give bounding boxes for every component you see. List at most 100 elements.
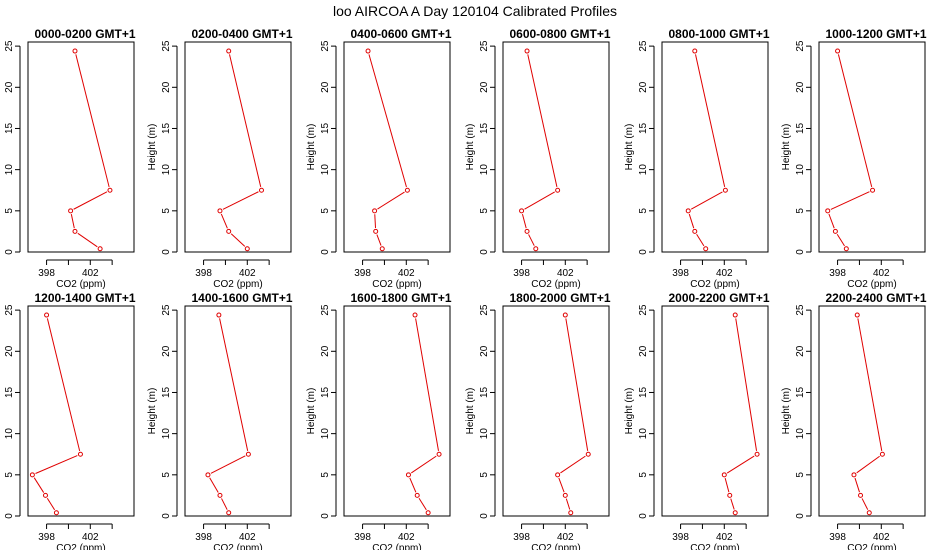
y-tick-label: 25 <box>4 304 15 316</box>
profile-segment <box>75 54 110 188</box>
profile-segment <box>521 213 527 229</box>
data-point <box>843 246 849 252</box>
x-axis-label: CO2 (ppm) <box>847 543 896 550</box>
profile-segment <box>854 477 860 493</box>
y-tick-label: 5 <box>795 472 806 478</box>
data-point <box>72 48 78 54</box>
y-tick-label: 5 <box>638 208 649 214</box>
profile-segment <box>688 213 695 229</box>
x-tick-label: 402 <box>557 268 574 279</box>
profile-segment <box>70 214 75 229</box>
x-tick-label: 398 <box>672 532 689 543</box>
y-tick-label: 20 <box>479 81 490 93</box>
y-tick-label: 0 <box>638 513 649 519</box>
x-tick-label: 402 <box>398 532 415 543</box>
y-tick-label: 25 <box>638 40 649 52</box>
profile-segment <box>376 234 382 246</box>
data-point <box>585 451 591 457</box>
y-tick-label: 5 <box>4 208 15 214</box>
y-tick-label: 0 <box>161 249 172 255</box>
y-axis-label: Height (m) <box>465 388 476 435</box>
profile-segment <box>220 213 228 229</box>
x-axis-label: CO2 (ppm) <box>372 543 421 550</box>
data-point <box>29 472 35 478</box>
plot-frame <box>661 305 769 517</box>
panel-title: 0800-1000 GMT+1 <box>668 27 769 41</box>
y-tick-label: 5 <box>638 472 649 478</box>
y-tick-label: 10 <box>795 164 806 176</box>
data-point <box>555 472 561 478</box>
profile-segment <box>527 54 558 188</box>
panel-2: 0200-0400 GMT+1 0 5 10 15 20 25 Height (m) 398 40… <box>147 27 293 290</box>
plot-frame <box>27 41 135 253</box>
y-axis-label: Height (m) <box>306 388 317 435</box>
panel-title: 2200-2400 GMT+1 <box>825 291 926 305</box>
y-tick-label: 20 <box>320 345 331 357</box>
y-tick-label: 20 <box>161 345 172 357</box>
data-point <box>562 312 568 318</box>
panels-container: 0000-0200 GMT+1 0 5 10 15 20 25 Height (m) 398 40… <box>0 27 927 550</box>
x-tick-label: 402 <box>716 532 733 543</box>
x-tick-label: 398 <box>672 268 689 279</box>
panel-3: 0400-0600 GMT+1 0 5 10 15 20 25 Height (m) 398 40… <box>306 27 452 290</box>
profile-segment <box>828 213 835 229</box>
profile-segment <box>565 498 571 510</box>
y-tick-label: 25 <box>479 304 490 316</box>
y-tick-label: 0 <box>479 249 490 255</box>
data-point <box>226 510 232 516</box>
data-point <box>258 187 264 193</box>
data-point <box>244 246 250 252</box>
y-tick-label: 0 <box>638 249 649 255</box>
data-point <box>832 228 838 234</box>
x-tick-label: 398 <box>354 532 371 543</box>
x-tick-label: 402 <box>873 532 890 543</box>
data-point <box>107 187 113 193</box>
profile-segment <box>33 477 45 493</box>
data-point <box>721 472 727 478</box>
x-tick-label: 398 <box>195 268 212 279</box>
panel-6: 1000-1200 GMT+1 0 5 10 15 20 25 Height (m) 398 40… <box>781 27 927 290</box>
x-tick-label: 402 <box>873 268 890 279</box>
x-tick-label: 398 <box>829 268 846 279</box>
profile-segment <box>857 318 883 451</box>
y-tick-label: 15 <box>479 122 490 134</box>
profile-segment <box>695 54 726 188</box>
data-point <box>524 228 530 234</box>
data-point <box>727 492 733 498</box>
y-axis-label: Height (m) <box>0 388 1 435</box>
profile-segment <box>861 498 869 510</box>
y-tick-label: 10 <box>479 428 490 440</box>
data-point <box>879 451 885 457</box>
data-point <box>519 208 525 214</box>
y-tick-label: 10 <box>638 428 649 440</box>
x-axis-label: CO2 (ppm) <box>847 279 896 290</box>
x-tick-label: 398 <box>513 268 530 279</box>
y-tick-label: 20 <box>320 81 331 93</box>
y-tick-label: 15 <box>320 122 331 134</box>
x-tick-label: 402 <box>82 268 99 279</box>
profile-segment <box>409 477 417 493</box>
y-tick-label: 25 <box>4 40 15 52</box>
y-tick-label: 25 <box>795 304 806 316</box>
data-point <box>436 451 442 457</box>
panel-12: 2200-2400 GMT+1 0 5 10 15 20 25 Height (m) 398 40… <box>781 291 927 550</box>
y-tick-label: 0 <box>161 513 172 519</box>
panel-title: 1000-1200 GMT+1 <box>825 27 926 41</box>
profile-segment <box>418 498 427 511</box>
y-tick-label: 5 <box>4 472 15 478</box>
profile-segment <box>46 498 56 511</box>
data-point <box>854 312 860 318</box>
data-point <box>217 208 223 214</box>
y-tick-label: 25 <box>161 304 172 316</box>
profile-segment <box>690 191 723 210</box>
panel-title: 0200-0400 GMT+1 <box>191 27 292 41</box>
y-axis-label: Height (m) <box>624 124 635 171</box>
profile-segment <box>46 318 81 452</box>
data-point <box>405 472 411 478</box>
data-point <box>533 246 539 252</box>
figure-title: loo AIRCOA A Day 120104 Calibrated Profi… <box>333 3 617 19</box>
data-point <box>216 312 222 318</box>
data-point <box>858 492 864 498</box>
data-point <box>692 228 698 234</box>
profile-segment <box>374 214 377 229</box>
